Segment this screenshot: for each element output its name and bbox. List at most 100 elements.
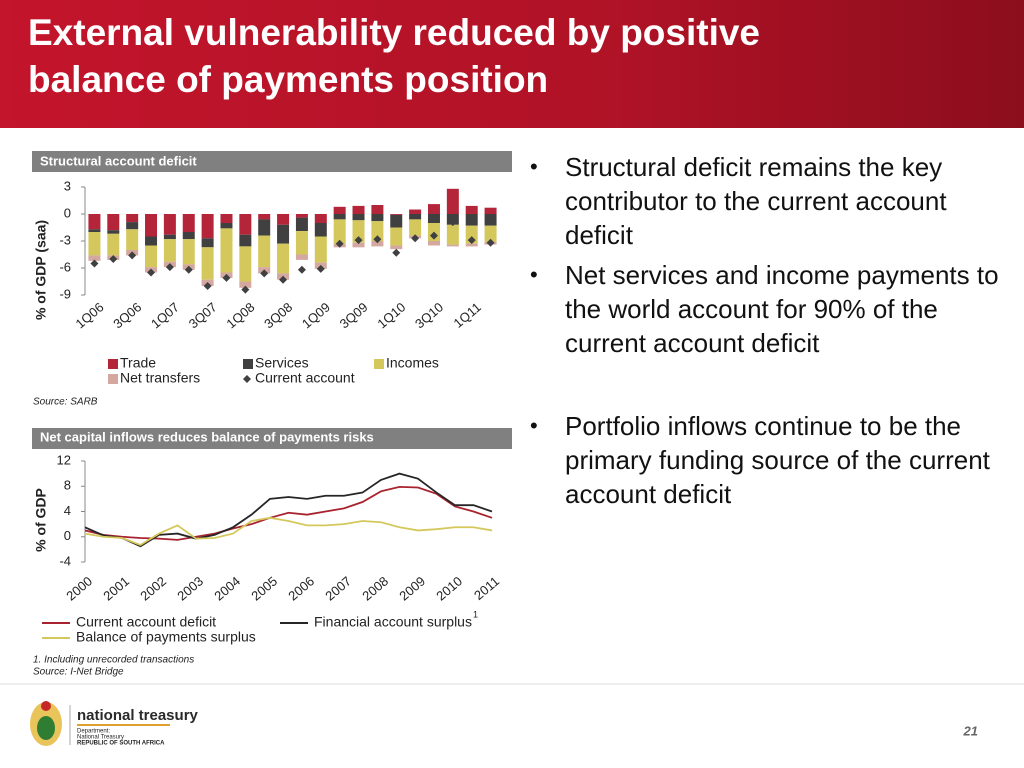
bar-segment [295, 214, 308, 218]
x-tick-label: 2006 [285, 573, 317, 603]
bar-segment [314, 223, 327, 237]
bar-segment [88, 229, 101, 232]
bar-segment [163, 239, 176, 262]
current-account-marker [467, 236, 476, 245]
x-tick-label: 2000 [63, 573, 95, 603]
x-tick-label: 1Q07 [148, 299, 182, 331]
legend-label: Net transfers [120, 370, 200, 386]
source: Source: I-Net Bridge [33, 667, 124, 678]
bar-segment [258, 214, 271, 220]
current-account-marker [392, 248, 401, 257]
x-tick-label: 3Q07 [186, 299, 220, 331]
current-account-marker [448, 218, 457, 227]
bar-segment [145, 236, 158, 246]
bar-segment [295, 231, 308, 255]
bar-segment [107, 233, 120, 256]
bar-segment [277, 214, 290, 225]
chart-title: Structural account deficit [40, 153, 197, 168]
bar-segment [277, 224, 290, 244]
bar-segment [333, 206, 346, 214]
current-account-marker [109, 255, 118, 263]
current-account-marker [335, 239, 344, 248]
x-tick-label: 2003 [174, 573, 206, 603]
bar-segment [201, 247, 214, 280]
bar-segment [390, 214, 403, 215]
bar-segment [107, 214, 120, 231]
bar-segment [145, 214, 158, 237]
bar-segment [409, 219, 422, 236]
bullet-dot: • [530, 413, 538, 438]
x-tick-label: 1Q06 [73, 299, 107, 331]
x-tick-label: 1Q08 [223, 299, 257, 331]
x-tick-label: 3Q08 [261, 299, 295, 331]
y-tick-label: -6 [59, 259, 71, 274]
bar-segment [446, 244, 459, 247]
y-tick-label: -9 [59, 286, 71, 301]
current-account-marker [184, 265, 193, 274]
bar-segment [220, 223, 233, 229]
bar-segment [314, 236, 327, 263]
current-account-marker [411, 234, 420, 243]
x-tick-label: 1Q09 [299, 299, 333, 331]
logo-line: National Treasury [77, 735, 124, 741]
current-account-marker [90, 259, 99, 268]
bar-segment [182, 239, 195, 265]
y-tick-label: 0 [64, 205, 71, 220]
bar-segment [220, 228, 233, 273]
bar-segment [427, 241, 440, 246]
x-tick-label: 1Q11 [451, 299, 484, 330]
bar-segment [371, 241, 384, 247]
legend-label: Current account [255, 370, 355, 386]
bar-segment [352, 214, 365, 221]
bar-segment [465, 205, 478, 214]
bar-segment [484, 207, 497, 214]
bar-segment [427, 204, 440, 214]
bar-segment [314, 214, 327, 223]
legend-label: Financial account surplus [314, 614, 472, 630]
x-tick-label: 2002 [137, 573, 169, 603]
x-tick-label: 2008 [359, 573, 391, 603]
bar-segment [88, 255, 101, 261]
legend-label: Trade [120, 355, 156, 371]
bar-segment [163, 234, 176, 240]
x-tick-label: 2010 [433, 573, 465, 603]
bullet-dot: • [530, 262, 538, 287]
bar-segment [484, 214, 497, 226]
current-account-marker [297, 265, 306, 274]
bar-segment [295, 217, 308, 232]
bar-segment [333, 214, 346, 220]
current-account-marker [222, 273, 231, 282]
data-line [84, 516, 493, 546]
header-band [0, 0, 1024, 128]
current-account-marker [373, 235, 382, 244]
bar-segment [409, 209, 422, 214]
current-account-marker [486, 238, 495, 247]
y-tick-label: 12 [57, 452, 71, 467]
bar-segment [277, 243, 290, 274]
data-line [84, 485, 493, 541]
slide-title: External vulnerability reduced by positi… [28, 12, 760, 53]
legend-label: Balance of payments surplus [76, 629, 256, 645]
source: Source: SARB [33, 397, 98, 408]
bar-segment [371, 214, 384, 222]
logo-line: REPUBLIC OF SOUTH AFRICA [77, 741, 165, 747]
current-account-marker [429, 231, 438, 240]
bar-segment [163, 214, 176, 235]
bar-segment [201, 214, 214, 239]
bullet-dot: • [530, 154, 538, 179]
bar-segment [182, 214, 195, 232]
logo-rule [77, 724, 170, 726]
bar-segment [484, 225, 497, 242]
chart-title: Net capital inflows reduces balance of p… [40, 429, 374, 444]
y-tick-label: 3 [64, 178, 71, 193]
bar-segment [465, 243, 478, 247]
legend-swatch [243, 375, 251, 383]
bar-segment [446, 188, 459, 214]
page-number: 21 [963, 723, 978, 738]
y-axis-label: % of GDP (saa) [33, 220, 49, 320]
current-account-marker [165, 263, 174, 272]
bar-segment [239, 214, 252, 235]
x-tick-label: 2001 [100, 573, 132, 603]
y-tick-label: 8 [64, 478, 71, 493]
